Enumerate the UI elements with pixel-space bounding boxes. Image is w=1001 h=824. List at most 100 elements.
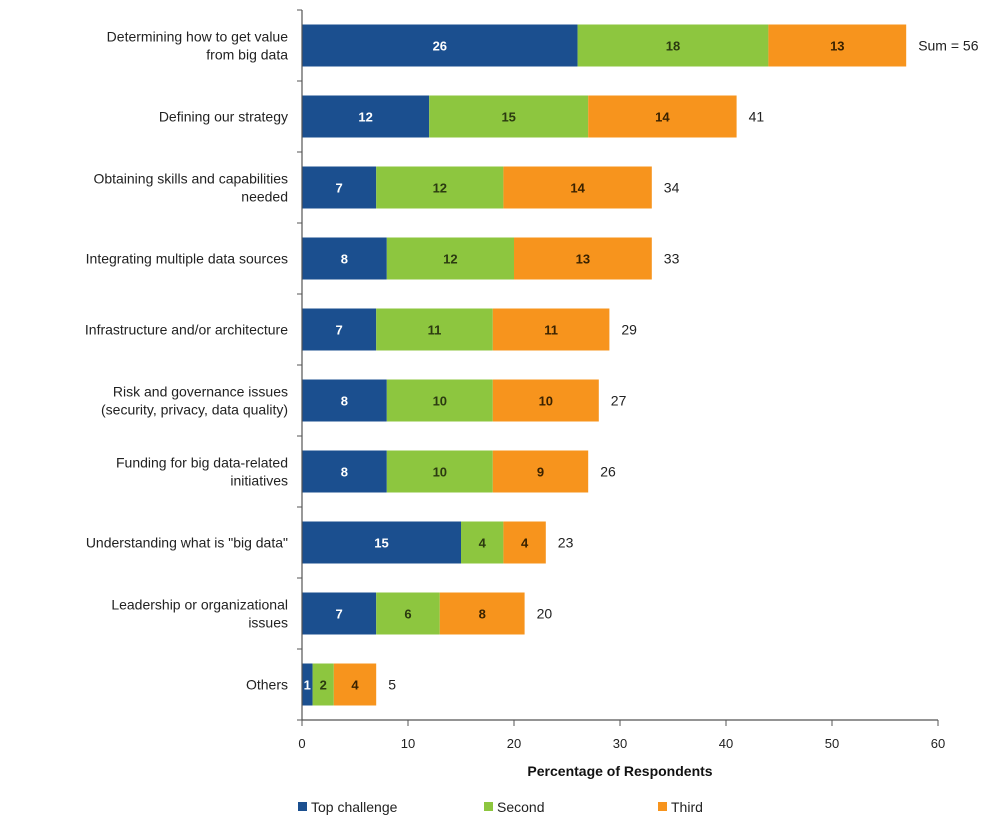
bar-segment [302,24,578,67]
x-axis-title: Percentage of Respondents [527,763,712,779]
bar-segment-label: 15 [501,110,515,125]
total-label: 20 [537,606,553,622]
bar-segment [376,308,493,351]
category-label-line: Understanding what is "big data" [86,535,288,551]
bar-segment [768,24,907,67]
bar-segment [376,166,504,209]
total-label: 34 [664,180,680,196]
bar-segment-label: 13 [830,39,844,54]
bar-segment-label: 7 [335,323,342,338]
legend: Top challenge Second Third [298,799,703,815]
x-tick-label: 30 [613,736,627,751]
category-label-line: Infrastructure and/or architecture [85,322,288,338]
bar-segment [376,592,440,635]
x-axis: 0 10 20 30 40 50 60 [298,719,945,751]
bar-segment-label: 8 [341,252,348,267]
category-label-line: (security, privacy, data quality) [101,402,288,418]
bar-segment [386,450,493,493]
bar-segment-label: 6 [404,607,411,622]
bar-segment-label: 9 [537,465,544,480]
bar-segment-label: 15 [374,536,388,551]
category-label-line: needed [241,189,288,205]
bar-segment [503,166,652,209]
category-label-line: Leadership or organizational [111,597,288,613]
total-label: 26 [600,464,616,480]
total-label: 27 [611,393,627,409]
category-label: Funding for big data-related initiatives [116,455,288,489]
bar-segment-label: 13 [576,252,590,267]
category-label-line: issues [248,615,288,631]
category-labels: Determining how to get value from big dat… [85,29,288,693]
x-tick-label: 40 [719,736,733,751]
bar-segment-label: 4 [351,678,359,693]
category-label: Others [246,677,288,693]
bar-segment [429,95,589,138]
category-label: Risk and governance issues (security, pri… [101,384,288,418]
category-label: Defining our strategy [159,109,288,125]
bar-segment-label: 10 [433,394,447,409]
total-label: 29 [621,322,637,338]
x-tick-label: 60 [931,736,945,751]
bar-segment-label: 7 [335,181,342,196]
bar-segment-label: 26 [433,39,447,54]
bar-segment [302,166,377,209]
bar-segment [577,24,769,67]
category-label-line: Defining our strategy [159,109,288,125]
category-label: Understanding what is "big data" [86,535,288,551]
bar-segment [302,237,387,280]
bar-segment-label: 8 [341,394,348,409]
bar-segment-label: 11 [428,323,442,338]
legend-label: Top challenge [311,799,398,815]
category-label-line: Others [246,677,288,693]
x-tick-label: 20 [507,736,521,751]
bar-segment [386,379,493,422]
bar-segment-label: 12 [443,252,457,267]
bar-segment [461,521,504,564]
bar-segment-label: 2 [320,678,327,693]
bar-segment-label: 8 [341,465,348,480]
bar-segment [312,663,334,706]
y-axis [297,9,303,721]
bar-segment [302,663,313,706]
legend-swatch [658,802,667,811]
bar-segment-label: 18 [666,39,680,54]
bar-segment-label: 8 [479,607,486,622]
bar-segment-label: 10 [433,465,447,480]
bar-segment-label: 1 [304,678,311,693]
bar-segment [386,237,514,280]
bar-segment-label: 11 [544,323,558,338]
category-label: Leadership or organizational issues [111,597,288,631]
bar-segment [492,379,599,422]
bar-segment [302,379,387,422]
bar-segment [302,308,377,351]
bar-segment [439,592,525,635]
total-label: 23 [558,535,574,551]
x-tick-label: 50 [825,736,839,751]
legend-label: Second [497,799,544,815]
bar-segment-label: 12 [358,110,372,125]
bar-segment-label: 14 [570,181,585,196]
x-tick-label: 0 [298,736,305,751]
legend-swatch [484,802,493,811]
bar-segment [492,308,610,351]
legend-swatch [298,802,307,811]
bar-segment [302,450,387,493]
category-label-line: from big data [206,47,288,63]
x-tick-label: 10 [401,736,415,751]
category-label-line: Risk and governance issues [113,384,288,400]
bar-segment [333,663,377,706]
total-label: Sum = 56 [918,38,979,54]
category-label: Integrating multiple data sources [86,251,288,267]
category-label-line: initiatives [230,473,288,489]
bar-segment-label: 14 [655,110,670,125]
bar-segment-label: 7 [335,607,342,622]
bar-segment-label: 4 [479,536,487,551]
category-label-line: Determining how to get value [107,29,289,45]
category-label: Determining how to get value from big dat… [107,29,289,63]
category-label-line: Integrating multiple data sources [86,251,288,267]
total-label: 41 [749,109,765,125]
total-label: 5 [388,677,396,693]
